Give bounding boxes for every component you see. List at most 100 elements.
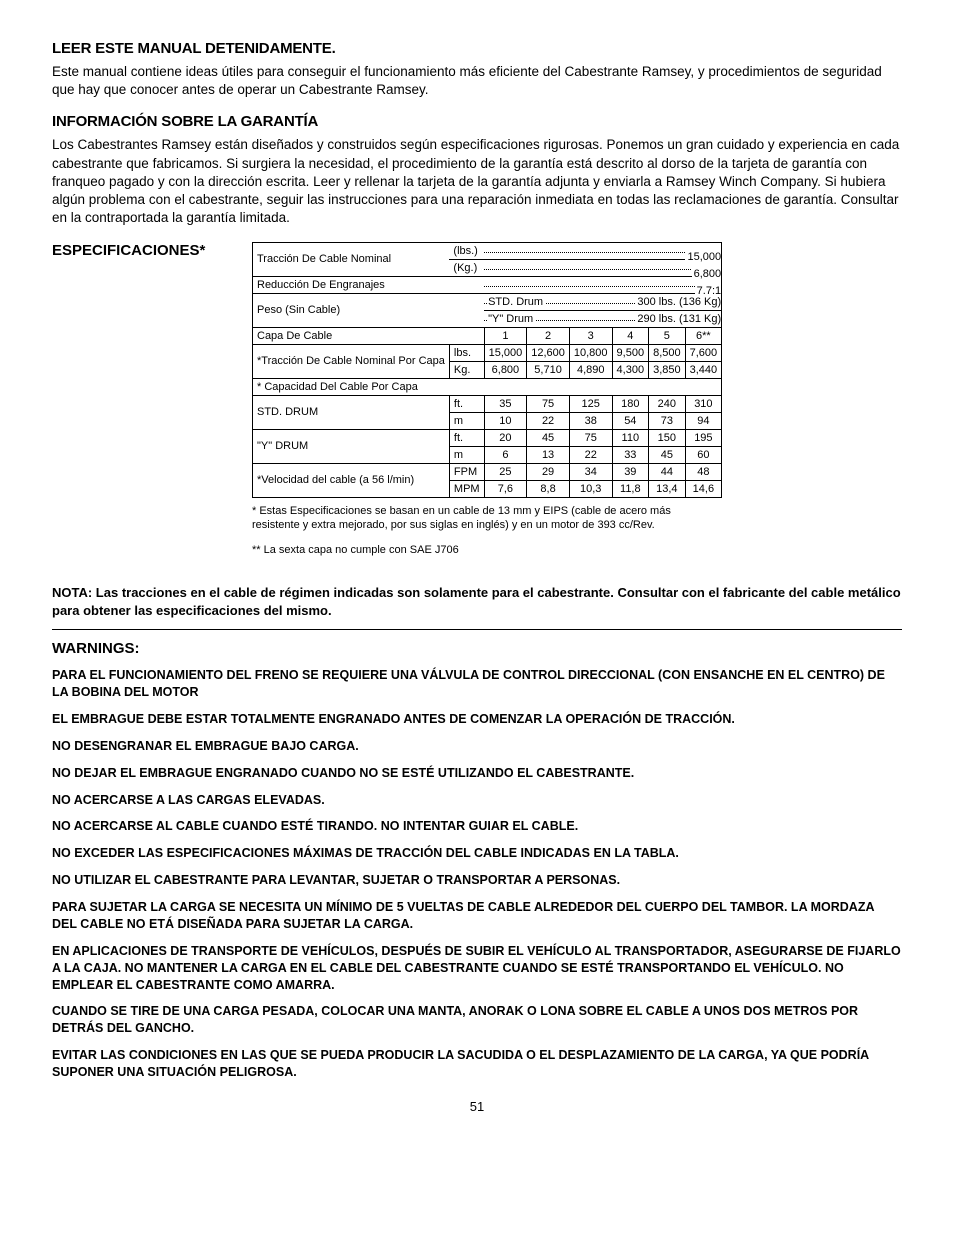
table-cell: 29 (527, 463, 570, 480)
speed-label: *Velocidad del cable (a 56 l/min) (257, 474, 414, 486)
page: LEER ESTE MANUAL DETENIDAMENTE. Este man… (0, 0, 954, 1235)
table-cell: 15,000 (484, 344, 527, 361)
table-cell: 4,890 (569, 361, 612, 378)
pull-lbs-unit: lbs. (449, 344, 484, 361)
footnote-2: ** La sexta capa no cumple con SAE J706 (252, 543, 714, 558)
table-cell: 25 (484, 463, 527, 480)
warning-item: EVITAR LAS CONDICIONES EN LAS QUE SE PUE… (52, 1047, 902, 1081)
table-cell: 125 (569, 395, 612, 412)
table-cell: 75 (527, 395, 570, 412)
table-cell: 60 (685, 446, 722, 463)
traccion-lbs-unit: (lbs.) (453, 245, 477, 257)
table-cell: 240 (649, 395, 686, 412)
table-cell: 150 (649, 429, 686, 446)
fpm-unit: FPM (449, 463, 484, 480)
pull-kg-unit: Kg. (449, 361, 484, 378)
table-cell: 75 (569, 429, 612, 446)
warning-item: PARA EL FUNCIONAMIENTO DEL FRENO SE REQU… (52, 667, 902, 701)
table-cell: 9,500 (612, 344, 649, 361)
footnotes: * Estas Especificaciones se basan en un … (252, 504, 714, 559)
footnote-1: * Estas Especificaciones se basan en un … (252, 504, 714, 534)
pull-label: *Tracción De Cable Nominal Por Capa (257, 355, 445, 367)
layer-2: 2 (527, 327, 570, 344)
spec-section: ESPECIFICACIONES* Tracción De Cable Nomi… (52, 242, 902, 559)
table-cell: 11,8 (612, 480, 649, 497)
layer-6: 6** (685, 327, 722, 344)
table-cell: 20 (484, 429, 527, 446)
warning-item: CUANDO SE TIRE DE UNA CARGA PESADA, COLO… (52, 1003, 902, 1037)
manual-heading: LEER ESTE MANUAL DETENIDAMENTE. (52, 40, 902, 57)
warning-item: NO ACERCARSE A LAS CARGAS ELEVADAS. (52, 792, 902, 809)
table-cell: 7,600 (685, 344, 722, 361)
table-cell: 54 (612, 412, 649, 429)
layer-3: 3 (569, 327, 612, 344)
table-cell: 14,6 (685, 480, 722, 497)
table-cell: 180 (612, 395, 649, 412)
warnings-heading: WARNINGS: (52, 640, 902, 657)
layer-4: 4 (612, 327, 649, 344)
table-cell: 22 (569, 446, 612, 463)
table-cell: 12,600 (527, 344, 570, 361)
mpm-unit: MPM (449, 480, 484, 497)
table-cell: 310 (685, 395, 722, 412)
table-cell: 39 (612, 463, 649, 480)
warnings-list: PARA EL FUNCIONAMIENTO DEL FRENO SE REQU… (52, 667, 902, 1081)
table-cell: 5,710 (527, 361, 570, 378)
warning-item: NO UTILIZAR EL CABESTRANTE PARA LEVANTAR… (52, 872, 902, 889)
divider (52, 629, 902, 630)
reduccion-label: Reducción De Engranajes (257, 279, 385, 291)
table-cell: 48 (685, 463, 722, 480)
table-cell: 38 (569, 412, 612, 429)
warning-item: NO DESENGRANAR EL EMBRAGUE BAJO CARGA. (52, 738, 902, 755)
warning-item: EL EMBRAGUE DEBE ESTAR TOTALMENTE ENGRAN… (52, 711, 902, 728)
layers-header: Capa De Cable (253, 327, 485, 344)
y-ft-unit: ft. (449, 429, 484, 446)
warning-item: NO DEJAR EL EMBRAGUE ENGRANADO CUANDO NO… (52, 765, 902, 782)
table-cell: 45 (527, 429, 570, 446)
traccion-label: Tracción De Cable Nominal (257, 253, 391, 265)
table-cell: 44 (649, 463, 686, 480)
std-drum-label: STD. DRUM (257, 406, 318, 418)
y-drum-label: "Y" DRUM (257, 440, 308, 452)
nota-text: NOTA: Las tracciones en el cable de régi… (52, 584, 902, 619)
spec-table-wrap: Tracción De Cable Nominal (lbs.) 15,000 … (252, 242, 722, 559)
capacity-header: * Capacidad Del Cable Por Capa (253, 378, 722, 395)
table-cell: 7,6 (484, 480, 527, 497)
table-cell: 45 (649, 446, 686, 463)
peso-label: Peso (Sin Cable) (257, 304, 340, 316)
table-cell: 3,440 (685, 361, 722, 378)
table-cell: 13 (527, 446, 570, 463)
table-cell: 73 (649, 412, 686, 429)
warning-item: NO ACERCARSE AL CABLE CUANDO ESTÉ TIRAND… (52, 818, 902, 835)
peso-y-label: "Y" Drum (488, 313, 535, 325)
spec-table: Tracción De Cable Nominal (lbs.) 15,000 … (252, 242, 722, 498)
table-cell: 33 (612, 446, 649, 463)
layer-5: 5 (649, 327, 686, 344)
table-cell: 6 (484, 446, 527, 463)
table-cell: 110 (612, 429, 649, 446)
warning-item: EN APLICACIONES DE TRANSPORTE DE VEHÍCUL… (52, 943, 902, 994)
table-cell: 10,3 (569, 480, 612, 497)
table-cell: 8,8 (527, 480, 570, 497)
table-cell: 13,4 (649, 480, 686, 497)
traccion-kg-unit: (Kg.) (453, 262, 477, 274)
peso-std-label: STD. Drum (488, 296, 545, 308)
peso-std-val: 300 lbs. (136 Kg) (635, 296, 721, 308)
table-cell: 22 (527, 412, 570, 429)
table-cell: 34 (569, 463, 612, 480)
traccion-lbs-val: 15,000 (685, 251, 721, 263)
traccion-kg-val: 6,800 (692, 268, 722, 280)
warning-item: PARA SUJETAR LA CARGA SE NECESITA UN MÍN… (52, 899, 902, 933)
table-cell: 6,800 (484, 361, 527, 378)
table-cell: 35 (484, 395, 527, 412)
table-cell: 10,800 (569, 344, 612, 361)
table-cell: 3,850 (649, 361, 686, 378)
warning-item: NO EXCEDER LAS ESPECIFICACIONES MÁXIMAS … (52, 845, 902, 862)
manual-body: Este manual contiene ideas útiles para c… (52, 63, 902, 99)
table-cell: 94 (685, 412, 722, 429)
table-cell: 10 (484, 412, 527, 429)
table-cell: 4,300 (612, 361, 649, 378)
std-ft-unit: ft. (449, 395, 484, 412)
peso-y-val: 290 lbs. (131 Kg) (635, 313, 721, 325)
table-cell: 195 (685, 429, 722, 446)
